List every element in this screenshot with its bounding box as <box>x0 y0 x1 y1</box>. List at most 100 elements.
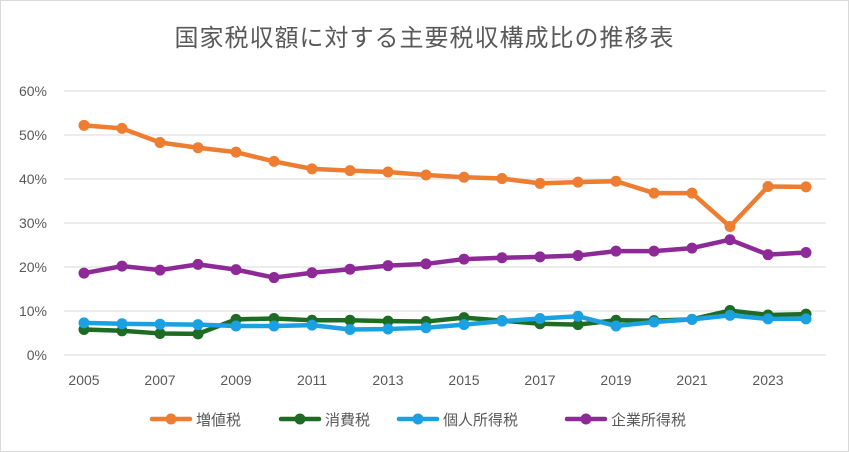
data-point <box>800 181 812 193</box>
data-point <box>268 155 280 167</box>
x-axis-ticks: 2005 2007 2009 2011 2013 2015 2017 2019 2021 2023 <box>68 372 783 388</box>
series-line <box>81 313 809 332</box>
data-point <box>420 169 432 181</box>
x-tick-label: 2021 <box>676 372 707 388</box>
data-point <box>154 264 166 276</box>
data-point <box>534 312 546 324</box>
data-point <box>382 323 394 335</box>
legend-marker <box>580 413 592 425</box>
y-tick-label: 30% <box>19 215 47 231</box>
legend: 増値税 消費税 個人所得税 企業所得税 <box>149 411 686 429</box>
legend-label: 増値税 <box>196 411 241 429</box>
data-point <box>268 272 280 284</box>
data-point <box>382 260 394 272</box>
series-3 <box>78 309 812 335</box>
y-tick-label: 50% <box>19 127 47 143</box>
data-point <box>344 323 356 335</box>
data-point <box>192 142 204 154</box>
y-tick-label: 10% <box>19 303 47 319</box>
data-point <box>648 187 660 199</box>
legend-label: 消費税 <box>325 411 370 429</box>
y-axis-ticks: 0% 10% 20% 30% 40% 50% 60% <box>19 83 47 363</box>
data-point <box>230 320 242 332</box>
data-point <box>610 245 622 257</box>
y-tick-label: 60% <box>19 83 47 99</box>
data-point <box>572 310 584 322</box>
data-point <box>382 166 394 178</box>
data-point <box>496 252 508 264</box>
data-point <box>116 260 128 272</box>
data-point <box>724 309 736 321</box>
x-tick-label: 2015 <box>448 372 479 388</box>
x-tick-label: 2013 <box>372 372 403 388</box>
legend-marker <box>412 413 424 425</box>
x-tick-label: 2011 <box>297 372 327 388</box>
data-point <box>306 163 318 175</box>
x-tick-label: 2019 <box>600 372 631 388</box>
data-point <box>116 122 128 134</box>
data-point <box>724 234 736 246</box>
legend-item: 企業所得税 <box>564 411 686 429</box>
series-2 <box>78 305 812 340</box>
data-point <box>686 313 698 325</box>
data-point <box>610 320 622 332</box>
x-tick-label: 2005 <box>68 372 99 388</box>
legend-item: 消費税 <box>278 411 370 429</box>
series-1 <box>78 119 812 233</box>
series-line <box>81 123 809 229</box>
data-point <box>762 313 774 325</box>
data-point <box>496 173 508 185</box>
data-point <box>78 267 90 279</box>
x-tick-label: 2023 <box>752 372 783 388</box>
data-point <box>572 319 584 331</box>
data-point <box>154 136 166 148</box>
data-point <box>724 221 736 233</box>
data-point <box>192 319 204 331</box>
data-point <box>762 249 774 261</box>
x-tick-label: 2009 <box>220 372 251 388</box>
legend-label: 個人所得税 <box>443 411 518 429</box>
data-point <box>382 315 394 327</box>
series-lines <box>78 119 812 340</box>
series-line <box>81 308 809 337</box>
data-point <box>496 315 508 327</box>
data-point <box>458 319 470 331</box>
legend-marker <box>165 413 177 425</box>
data-point <box>78 317 90 329</box>
data-point <box>458 253 470 265</box>
data-point <box>306 267 318 279</box>
series-4 <box>78 234 812 284</box>
legend-item: 個人所得税 <box>396 411 518 429</box>
gridlines <box>64 90 826 312</box>
data-point <box>572 250 584 262</box>
data-point <box>344 314 356 326</box>
data-point <box>648 316 660 328</box>
data-point <box>230 146 242 158</box>
data-point <box>800 246 812 258</box>
data-point <box>420 322 432 334</box>
data-point <box>534 177 546 189</box>
data-point <box>344 165 356 177</box>
data-point <box>116 318 128 330</box>
data-point <box>230 264 242 276</box>
data-point <box>344 263 356 275</box>
legend-marker <box>294 413 306 425</box>
y-tick-label: 40% <box>19 171 47 187</box>
data-point <box>78 119 90 131</box>
data-point <box>648 245 660 257</box>
data-point <box>534 251 546 263</box>
data-point <box>686 187 698 199</box>
x-tick-label: 2007 <box>144 372 175 388</box>
x-tick-label: 2017 <box>524 372 555 388</box>
data-point <box>458 171 470 183</box>
data-point <box>306 319 318 331</box>
data-point <box>192 328 204 340</box>
data-point <box>192 258 204 270</box>
data-point <box>268 320 280 332</box>
legend-label: 企業所得税 <box>611 411 686 429</box>
legend-item: 増値税 <box>149 411 241 429</box>
data-point <box>610 175 622 187</box>
data-point <box>420 258 432 270</box>
